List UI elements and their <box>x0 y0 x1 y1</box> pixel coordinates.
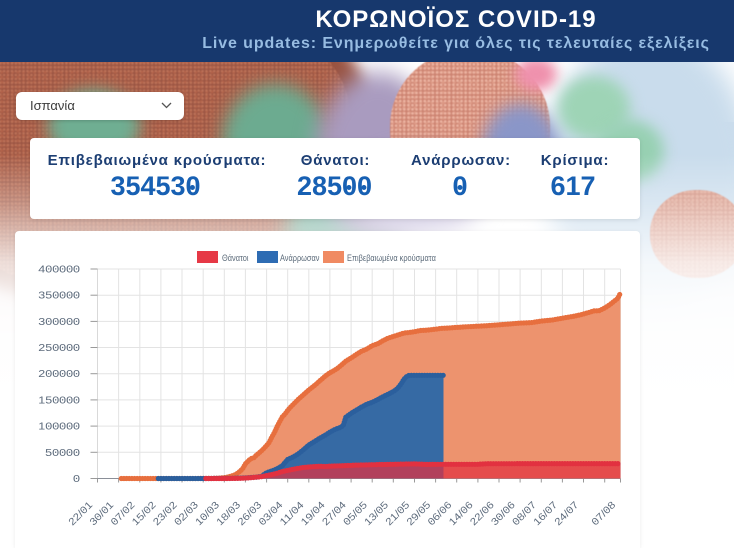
svg-text:200000: 200000 <box>38 369 80 380</box>
svg-text:07/08: 07/08 <box>590 499 619 528</box>
svg-text:100000: 100000 <box>38 422 80 433</box>
svg-text:0: 0 <box>73 474 81 485</box>
svg-text:24/07: 24/07 <box>553 499 582 528</box>
svg-text:150000: 150000 <box>38 395 80 406</box>
svg-text:400000: 400000 <box>38 265 80 276</box>
svg-text:300000: 300000 <box>38 317 80 328</box>
svg-text:250000: 250000 <box>38 343 80 354</box>
svg-text:50000: 50000 <box>45 448 80 459</box>
svg-text:350000: 350000 <box>38 291 80 302</box>
